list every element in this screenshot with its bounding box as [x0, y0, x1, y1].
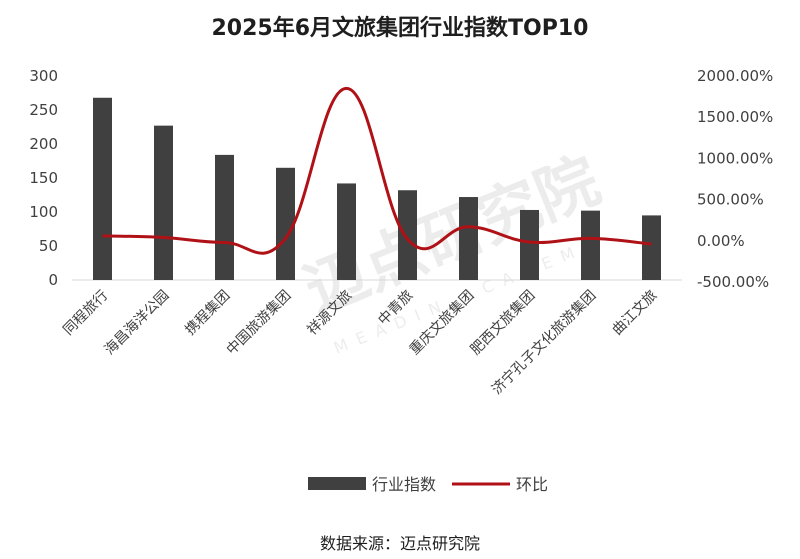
- right-axis: -500.00% 0.00% 500.00% 1000.00% 1500.00% 2000…: [697, 67, 773, 291]
- left-tick-label: 150: [29, 169, 58, 187]
- left-tick-label: 250: [29, 101, 58, 119]
- bar: [520, 209, 539, 280]
- bar: [154, 125, 173, 280]
- legend-bar-label: 行业指数: [372, 475, 436, 494]
- bar: [581, 210, 600, 280]
- category-label: 济宁孔子文化旅游集团: [488, 287, 599, 398]
- right-tick-label: 1000.00%: [697, 149, 773, 167]
- right-tick-label: 1500.00%: [697, 108, 773, 126]
- category-label: 海昌海洋公园: [102, 288, 173, 359]
- category-label: 同程旅行: [60, 288, 111, 339]
- bar: [398, 190, 417, 280]
- source-note: 数据来源：迈点研究院: [319, 534, 480, 553]
- right-tick-label: 2000.00%: [697, 67, 773, 85]
- bar: [459, 197, 478, 280]
- chart-title: 2025年6月文旅集团行业指数TOP10: [211, 16, 589, 41]
- left-tick-label: 0: [48, 271, 58, 289]
- legend: 行业指数 环比: [308, 475, 548, 494]
- bar: [93, 97, 112, 280]
- left-tick-label: 300: [29, 67, 58, 85]
- category-label: 中国旅游集团: [223, 287, 294, 358]
- category-label: 携程集团: [182, 287, 234, 339]
- right-tick-label: -500.00%: [697, 273, 769, 291]
- bar: [337, 183, 356, 280]
- left-axis: 0 50 100 150 200 250 300: [29, 67, 58, 289]
- bar: [215, 154, 234, 280]
- line-series: [102, 86, 652, 255]
- left-tick-label: 50: [39, 237, 58, 255]
- legend-bar-swatch: [308, 477, 366, 490]
- left-tick-label: 100: [29, 203, 58, 221]
- right-tick-label: 500.00%: [697, 191, 764, 209]
- bar-series: [93, 97, 661, 280]
- legend-line-label: 环比: [516, 475, 548, 494]
- bar: [276, 167, 295, 280]
- right-tick-label: 0.00%: [697, 232, 745, 250]
- category-label: 曲江文旅: [609, 288, 660, 339]
- bar: [642, 215, 661, 280]
- left-tick-label: 200: [29, 135, 58, 153]
